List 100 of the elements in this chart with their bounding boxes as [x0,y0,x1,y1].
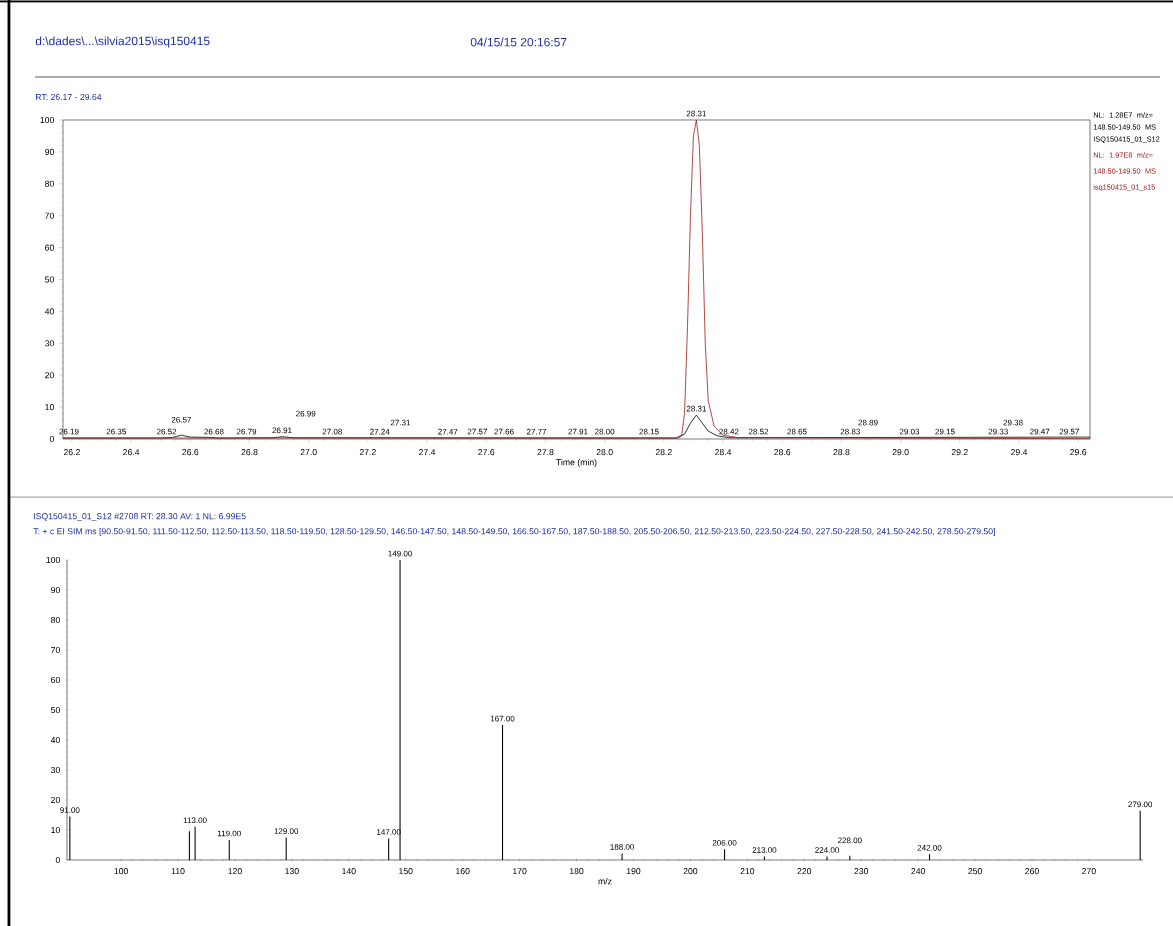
annotation: 29.03 [899,428,920,435]
annotation: 129.00 [274,828,299,834]
x-tick-label: 270 [1082,868,1096,875]
x-tick-label: 200 [683,868,698,875]
x-tick-label: 27.2 [359,449,376,456]
x-tick-label: 230 [854,868,869,875]
annotation: 27.77 [526,428,547,435]
x-tick-label: 140 [342,868,356,875]
annotation: 26.91 [272,427,292,434]
annotation: 26.35 [106,428,126,435]
annotation: 29.38 [1003,419,1023,426]
y-tick-label: 30 [44,340,54,347]
y-tick-label: 30 [50,766,60,774]
annotation: 26.68 [204,428,224,435]
x-tick-label: 29.6 [1070,449,1087,456]
annotation: 119.00 [217,830,241,837]
y-tick-label: 10 [45,404,54,411]
y-tick-label: 70 [51,646,60,654]
chart-title: ISQ150415_01_S12 #2708 RT: 28.30 AV: 1 NL: 6.99E5 [34,513,246,521]
x-tick-label: 26.8 [241,449,258,456]
y-tick-label: 80 [51,616,60,624]
x-tick-label: 110 [171,868,185,875]
annotation: 29.47 [1030,428,1050,435]
annotation: 28.83 [840,428,860,435]
y-tick-label: 0 [49,435,54,443]
x-tick-label: 28.2 [655,449,672,456]
x-tick-label: 27.8 [537,449,554,456]
x-axis-title: m/z [598,878,612,885]
y-tick-label: 60 [45,244,54,251]
x-tick-label: 27.4 [419,449,436,456]
chart-subtitle: T: + c EI SIM ms [90.50-91.50, 111.50-112.50, 112.50-113.50, 118.50-119.50, 128.50-129.50, 146.50-147.50, 148.50-149.50, 166.50-167.50, 187.50-188.50, 205.50-206.50, 212.50-213.50, 223.50-224.50, 227.50-228.50, 241.50-242.50, 278.50-279.50] [33,527,995,537]
annotation: 26.99 [296,410,316,417]
chart-subtitle: 04/15/15 20:16:57 [470,37,567,47]
x-tick-label: 260 [1025,868,1039,875]
annotation: 167.00 [490,715,515,722]
annotation: 27.47 [438,428,458,435]
annotation: 28.52 [748,428,769,435]
y-tick-label: 10 [51,826,60,834]
x-tick-label: 120 [228,868,242,875]
x-tick-label: 100 [114,868,128,875]
x-tick-label: 28.8 [833,449,850,456]
x-tick-label: 29.4 [1010,449,1028,456]
y-tick-label: 80 [45,180,54,187]
annotation: 28.89 [858,419,878,426]
x-tick-label: 29.2 [951,449,968,456]
annotation: 26.57 [171,416,192,423]
x-tick-label: 180 [569,868,584,875]
annotation: 29.15 [935,428,955,435]
annotation: 113.00 [183,817,207,824]
annotation: 279.00 [1128,801,1153,808]
y-tick-label: 0 [55,856,60,864]
annotation: 29.33 [988,428,1008,435]
x-tick-label: 26.4 [123,449,140,456]
y-tick-label: 100 [46,556,60,564]
y-tick-label: 20 [51,796,60,804]
annotation: 149.00 [388,550,412,557]
x-tick-label: 250 [968,868,982,875]
y-tick-label: 90 [51,586,60,594]
annotation: 228.00 [837,837,862,844]
x-tick-label: 170 [513,868,527,875]
annotation: 27.57 [467,428,487,435]
x-tick-label: 26.2 [63,449,80,456]
x-tick-label: 130 [285,868,299,875]
annotation: 27.91 [568,428,588,435]
annotation: 29.57 [1059,428,1079,435]
y-tick-label: 40 [50,736,60,744]
annotation: 27.08 [322,428,342,435]
x-tick-label: 150 [399,868,413,875]
y-tick-label: 100 [40,116,54,124]
x-tick-label: 27.6 [478,449,495,456]
annotation: 26.79 [236,428,257,435]
annotation: 26.19 [59,428,79,435]
annotation: 27.24 [370,428,390,435]
x-tick-label: 28.0 [596,449,613,456]
x-tick-label: 28.4 [715,449,732,456]
y-tick-label: 40 [44,308,54,315]
annotation: 28.31 [686,405,706,412]
y-tick-label: 70 [45,212,54,219]
y-tick-label: 90 [45,148,54,155]
x-tick-label: 29.0 [892,449,909,456]
x-tick-label: 26.6 [182,449,199,456]
y-tick-label: 50 [45,276,54,283]
annotation: 213.00 [752,847,777,853]
x-axis-title: Time (min) [556,459,597,468]
x-tick-label: 160 [456,868,470,875]
x-tick-label: 240 [911,868,926,875]
x-tick-label: 220 [797,868,812,875]
annotation: 28.15 [639,428,659,435]
y-tick-label: 60 [51,676,60,684]
x-tick-label: 210 [740,868,755,875]
annotation: 26.52 [156,428,177,435]
annotation: 28.31 [686,110,706,117]
annotation: 28.42 [719,428,739,435]
annotation: 28.65 [787,428,807,435]
x-tick-label: 28.6 [774,449,791,456]
y-tick-label: 50 [51,706,60,714]
annotation: 91.00 [60,807,80,813]
annotation: 224.00 [815,847,839,853]
annotation: 188.00 [610,844,635,850]
x-tick-label: 27.0 [300,449,317,456]
